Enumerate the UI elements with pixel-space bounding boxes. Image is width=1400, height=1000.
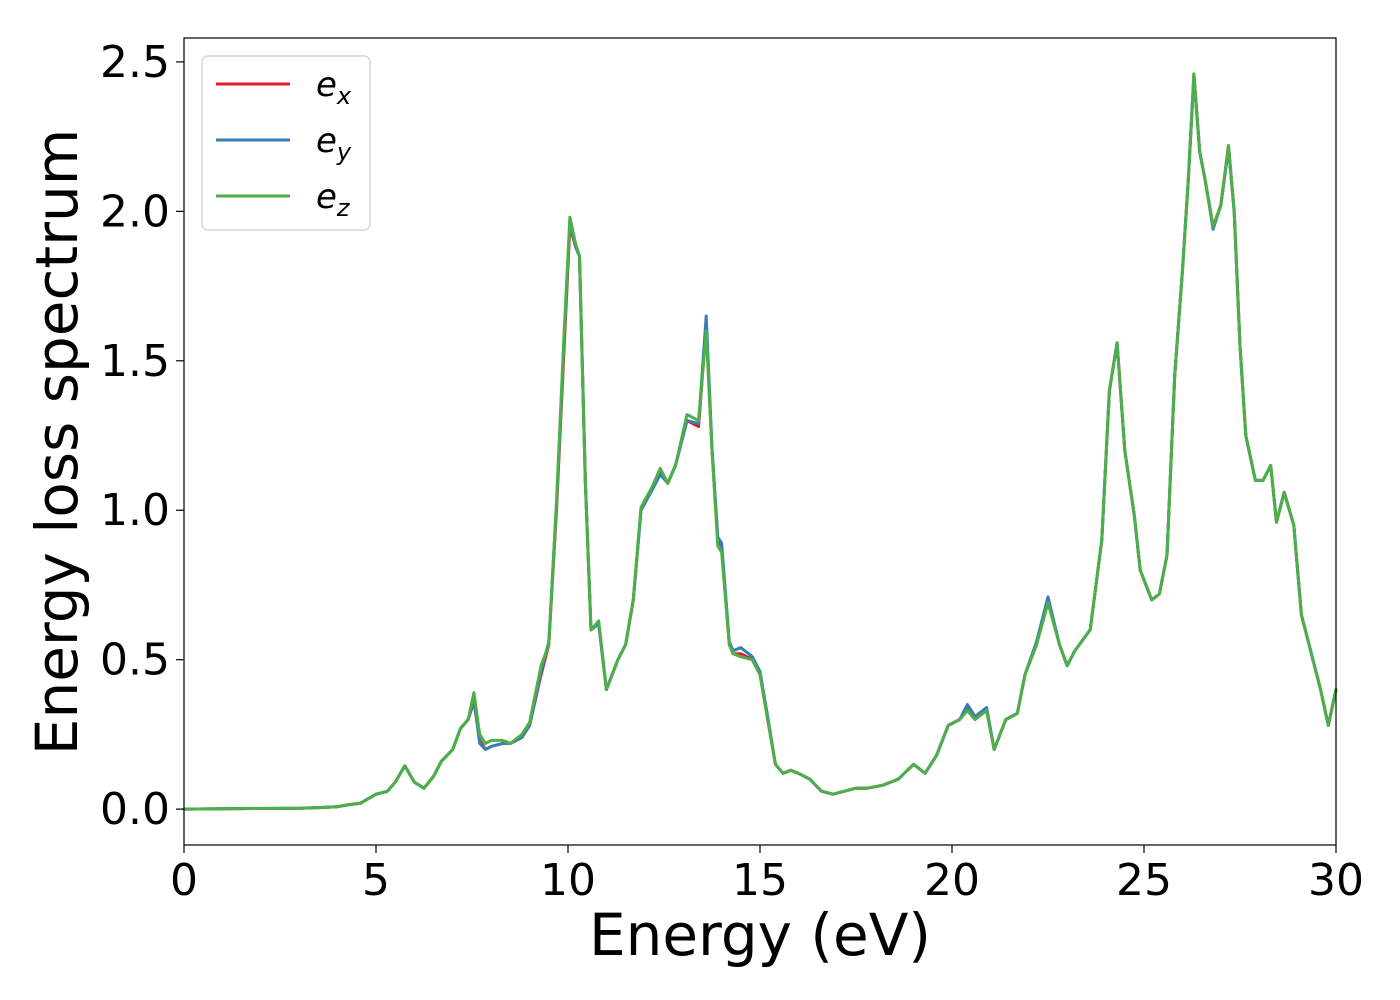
x-tick-label: 30 <box>1308 855 1364 906</box>
x-tick-label: 25 <box>1116 855 1172 906</box>
legend-label-3: ez <box>316 177 351 222</box>
x-tick-label: 0 <box>170 855 198 906</box>
series-line-3 <box>182 72 1338 811</box>
x-tick-label: 5 <box>362 855 390 906</box>
x-tick-label: 10 <box>540 855 596 906</box>
y-axis: 0.0 0.5 1.0 1.5 2.0 2.5 <box>100 37 184 835</box>
legend-box <box>201 55 371 231</box>
y-tick-label: 0.5 <box>100 635 170 686</box>
y-tick-label: 0.0 <box>100 784 170 835</box>
legend-label-2: ey <box>316 121 352 166</box>
legend: ex ey ez <box>201 55 371 231</box>
y-tick-label: 2.0 <box>100 186 170 237</box>
y-tick-label: 1.0 <box>100 485 170 536</box>
x-tick-label: 20 <box>924 855 980 906</box>
plot-series <box>182 72 1338 811</box>
y-tick-label: 1.5 <box>100 336 170 387</box>
x-axis-title: Energy (eV) <box>589 901 931 969</box>
x-axis: 0 5 10 15 20 25 30 <box>170 845 1364 906</box>
y-tick-label: 2.5 <box>100 37 170 88</box>
y-axis-title: Energy loss spectrum <box>23 129 91 755</box>
x-tick-label: 15 <box>732 855 788 906</box>
legend-label-1: ex <box>316 65 352 110</box>
